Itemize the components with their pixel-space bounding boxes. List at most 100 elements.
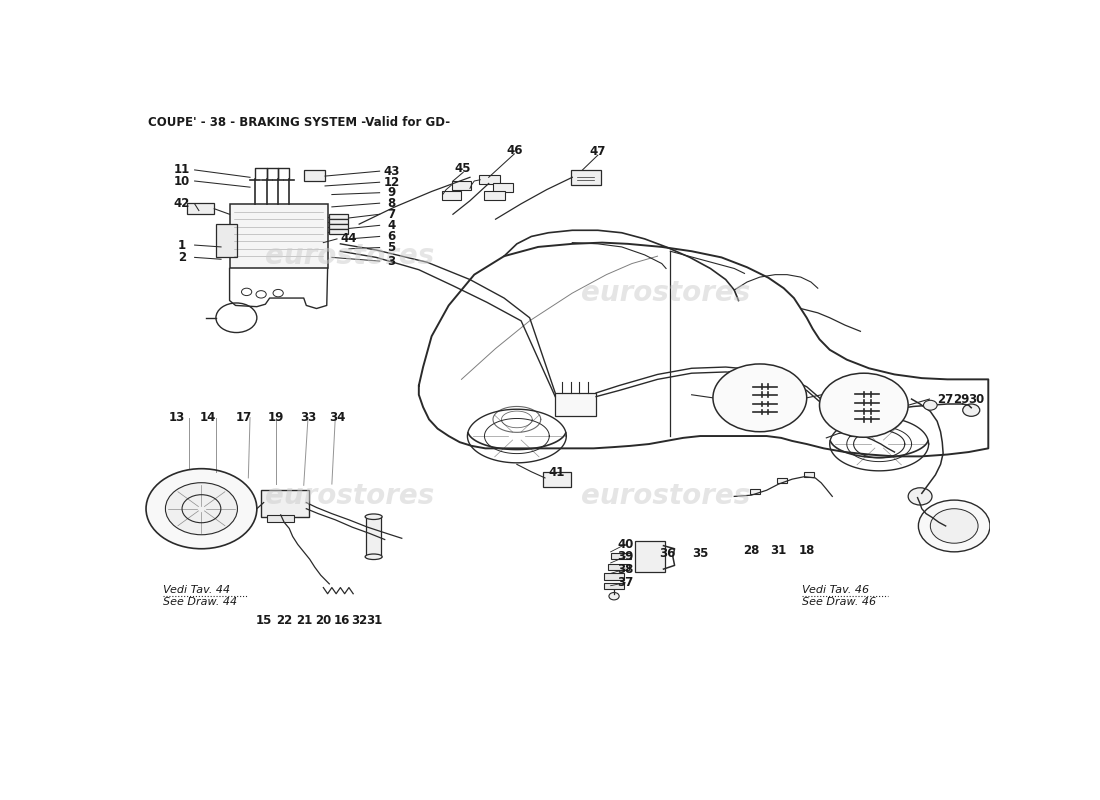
Bar [187,203,214,214]
Text: 12: 12 [384,176,399,189]
Circle shape [609,593,619,600]
Text: 3: 3 [387,254,396,267]
Text: 45: 45 [455,162,472,175]
Text: 10: 10 [174,174,190,187]
Text: 9: 9 [387,186,396,199]
Circle shape [931,509,978,543]
Circle shape [909,488,932,505]
Bar [329,214,348,219]
FancyBboxPatch shape [543,472,571,486]
Text: 35: 35 [692,546,708,559]
Ellipse shape [365,554,382,559]
FancyBboxPatch shape [571,170,602,185]
Bar [366,517,382,557]
Text: COUPE' - 38 - BRAKING SYSTEM -Valid for GD-: COUPE' - 38 - BRAKING SYSTEM -Valid for … [147,116,450,129]
Circle shape [713,364,806,432]
Text: 19: 19 [267,411,284,424]
Text: 44: 44 [341,233,358,246]
Text: 31: 31 [770,544,786,557]
Text: eurostores: eurostores [265,482,434,510]
Text: 18: 18 [799,544,815,557]
Text: 40: 40 [617,538,634,551]
Circle shape [924,400,937,410]
Text: 6: 6 [387,230,396,243]
Text: 26: 26 [842,379,857,390]
Text: 28: 28 [744,544,759,557]
Bar [267,515,295,522]
Text: 14: 14 [199,411,216,424]
Text: 17: 17 [235,411,252,424]
Text: 22: 22 [276,614,293,627]
Text: 23: 23 [844,405,859,415]
Text: eurostores: eurostores [581,482,750,510]
Text: 27: 27 [937,393,954,406]
Bar [849,429,864,436]
Circle shape [146,469,257,549]
Bar [216,223,238,258]
Circle shape [182,494,221,522]
Text: eurostores: eurostores [265,242,434,270]
Text: 25: 25 [852,396,868,406]
Bar [329,224,348,229]
Bar [608,564,628,570]
Bar [604,582,625,589]
Text: 37: 37 [617,576,634,589]
Text: 5: 5 [387,241,396,254]
Text: 23: 23 [737,402,752,412]
Text: 38: 38 [617,562,634,575]
Text: 34: 34 [330,411,346,424]
Ellipse shape [365,514,382,519]
Text: eurostores: eurostores [581,279,750,307]
Bar [329,229,348,234]
FancyBboxPatch shape [493,183,514,192]
Text: 1: 1 [178,238,186,251]
Text: 4: 4 [387,219,396,232]
Circle shape [820,373,909,438]
Bar [777,478,788,483]
FancyBboxPatch shape [261,490,309,517]
FancyBboxPatch shape [635,542,666,571]
Text: 43: 43 [384,165,399,178]
Text: 42: 42 [174,198,190,210]
Text: 39: 39 [617,550,634,563]
Text: 20: 20 [316,614,331,627]
Text: 8: 8 [387,197,396,210]
Text: 11: 11 [726,371,742,382]
Bar [556,393,596,416]
FancyBboxPatch shape [452,181,471,190]
Text: Vedi Tav. 44: Vedi Tav. 44 [163,585,230,595]
Text: See Draw. 44: See Draw. 44 [163,598,238,607]
Circle shape [165,482,238,534]
Text: 33: 33 [300,411,316,424]
Text: 31: 31 [366,614,383,627]
Circle shape [918,500,990,552]
Text: 7: 7 [387,208,396,221]
Text: 12: 12 [726,392,742,402]
Text: 13: 13 [168,411,185,424]
Bar [749,489,760,494]
Text: See Draw. 46: See Draw. 46 [803,598,877,607]
Text: Vedi Tav. 46: Vedi Tav. 46 [803,585,870,595]
Circle shape [962,404,980,416]
Bar [604,574,625,579]
Text: 11: 11 [174,163,190,177]
Bar [329,219,348,224]
Text: 29: 29 [953,393,969,406]
Text: 21: 21 [297,614,312,627]
Text: 15: 15 [255,614,272,627]
Bar [804,472,814,477]
Bar [610,553,631,559]
FancyBboxPatch shape [484,191,505,200]
Text: 36: 36 [660,546,675,559]
Text: 2: 2 [178,251,186,264]
FancyBboxPatch shape [442,191,461,200]
Bar [230,204,328,269]
Text: 46: 46 [506,144,522,157]
Text: 32: 32 [351,614,367,627]
Bar [304,170,326,181]
Text: 16: 16 [334,614,350,627]
Text: 30: 30 [968,393,984,406]
FancyBboxPatch shape [480,175,499,184]
Text: 47: 47 [590,145,606,158]
Text: 24: 24 [825,388,840,398]
